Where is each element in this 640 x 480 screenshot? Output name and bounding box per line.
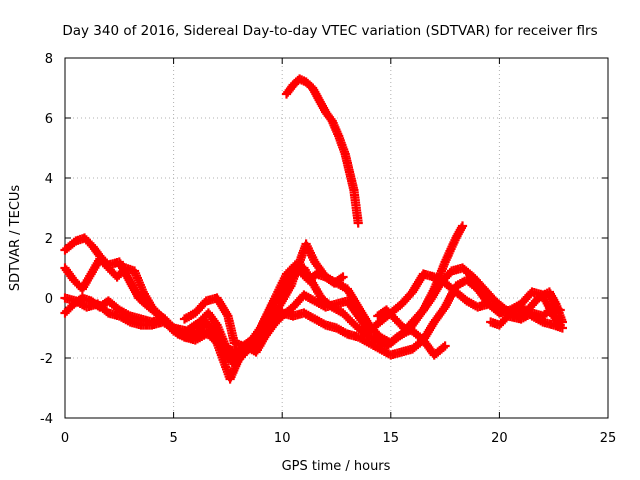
x-tick-label: 20 [491, 431, 508, 446]
data-point-marker [353, 218, 363, 228]
plot-frame [64, 57, 609, 419]
y-tick-label: 6 [45, 112, 53, 127]
x-tick-label: 0 [61, 431, 69, 446]
y-tick-label: -2 [40, 352, 53, 367]
data-point-marker [440, 341, 450, 351]
y-axis-label: SDTVAR / TECUs [8, 185, 23, 292]
x-axis-label: GPS time / hours [282, 459, 391, 474]
gridlines [65, 58, 608, 418]
data-point-marker [555, 320, 565, 330]
series-track-7 [373, 305, 450, 360]
y-tick-label: 0 [45, 292, 53, 307]
x-tick-label: 15 [383, 431, 400, 446]
data-point-marker [457, 221, 468, 231]
y-tick-label: 4 [45, 172, 53, 187]
y-tick-label: 2 [45, 232, 53, 247]
data-point-marker [338, 272, 348, 282]
data-point-marker [555, 305, 565, 315]
x-axis-ticks: 0 5 10 15 20 25 [61, 58, 616, 446]
series-track-8 [486, 302, 565, 330]
x-tick-label: 5 [169, 431, 177, 446]
data-markers [60, 74, 567, 384]
y-tick-label: 8 [45, 52, 53, 67]
series-track-5 [179, 266, 348, 351]
chart-title: Day 340 of 2016, Sidereal Day-to-day VTE… [62, 23, 597, 39]
x-tick-label: 25 [600, 431, 617, 446]
y-tick-label: -4 [40, 412, 53, 427]
series-track-6 [281, 74, 363, 228]
x-tick-label: 10 [274, 431, 291, 446]
series-track-4 [60, 275, 565, 360]
y-axis-ticks: -4 -2 0 2 4 6 8 [40, 52, 608, 427]
